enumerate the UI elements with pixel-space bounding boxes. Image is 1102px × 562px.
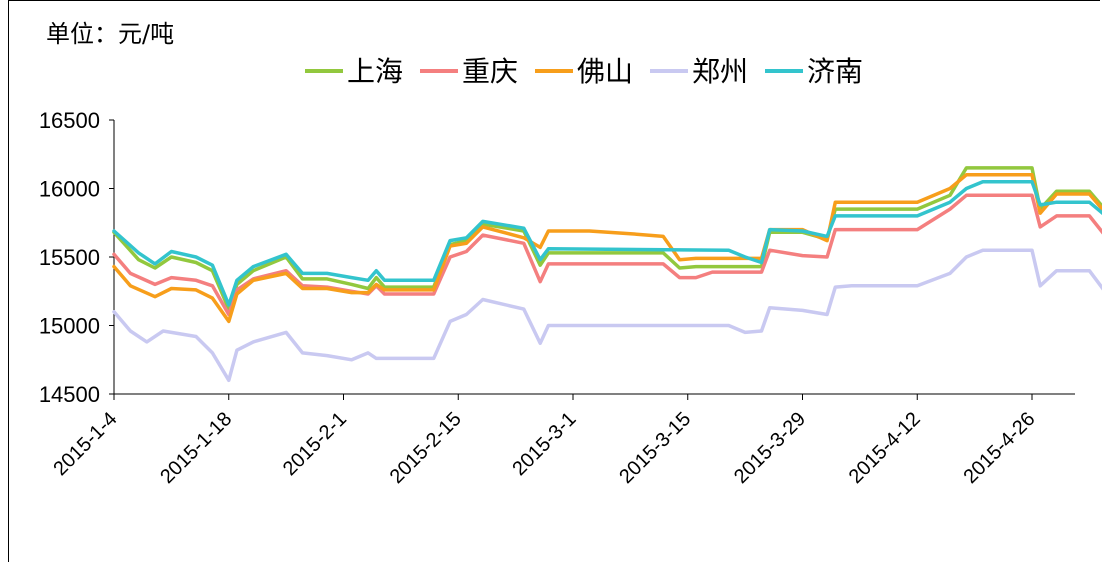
- x-tick-label: 2015-3-15: [615, 408, 695, 488]
- x-tick-label: 2015-3-1: [508, 408, 580, 480]
- series-line-佛山: [112, 173, 1102, 324]
- legend-label: 佛山: [577, 55, 633, 88]
- chart-frame: [8, 0, 1100, 562]
- legend-label: 郑州: [692, 55, 748, 88]
- y-tick-label: 15000: [39, 314, 100, 339]
- x-tick-label: 2015-2-15: [386, 408, 466, 488]
- y-tick-label: 16500: [39, 108, 100, 133]
- unit-label: 单位：元/吨: [46, 20, 175, 48]
- series-line-重庆: [112, 193, 1102, 317]
- x-tick-label: 2015-1-4: [49, 408, 121, 480]
- x-tick-label: 2015-4-12: [845, 408, 925, 488]
- y-tick-label: 14500: [39, 382, 100, 407]
- series-line-济南: [112, 179, 1102, 307]
- series-line-郑州: [112, 248, 1102, 383]
- series-line-上海: [112, 166, 1102, 311]
- x-tick-label: 2015-1-18: [156, 408, 236, 488]
- legend-label: 济南: [807, 55, 863, 88]
- legend-label: 上海: [347, 55, 403, 88]
- x-tick-label: 2015-2-1: [279, 408, 351, 480]
- y-tick-label: 16000: [39, 177, 100, 202]
- x-tick-label: 2015-4-26: [959, 408, 1039, 488]
- x-tick-label: 2015-3-29: [730, 408, 810, 488]
- y-tick-label: 15500: [39, 245, 100, 270]
- legend-label: 重庆: [462, 55, 518, 88]
